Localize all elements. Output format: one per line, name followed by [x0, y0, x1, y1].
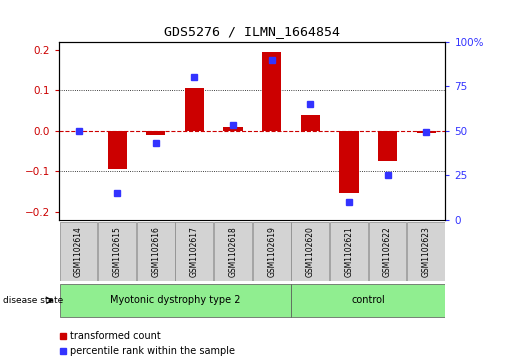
Text: GSM1102617: GSM1102617: [190, 226, 199, 277]
Text: disease state: disease state: [3, 296, 63, 305]
Text: control: control: [351, 295, 385, 305]
Text: GSM1102620: GSM1102620: [306, 226, 315, 277]
Text: percentile rank within the sample: percentile rank within the sample: [70, 346, 234, 356]
Bar: [301, 114, 320, 131]
FancyBboxPatch shape: [330, 222, 368, 281]
Text: transformed count: transformed count: [70, 331, 160, 341]
FancyBboxPatch shape: [214, 222, 252, 281]
FancyBboxPatch shape: [291, 284, 445, 317]
Text: GSM1102616: GSM1102616: [151, 226, 160, 277]
Bar: [146, 131, 165, 135]
FancyBboxPatch shape: [407, 222, 445, 281]
Bar: [262, 52, 281, 131]
Bar: [417, 131, 436, 133]
Text: GSM1102618: GSM1102618: [229, 226, 237, 277]
Bar: [339, 131, 358, 193]
FancyBboxPatch shape: [60, 222, 97, 281]
FancyBboxPatch shape: [176, 222, 213, 281]
Text: GSM1102621: GSM1102621: [345, 226, 353, 277]
FancyBboxPatch shape: [98, 222, 136, 281]
Bar: [108, 131, 127, 169]
Text: Myotonic dystrophy type 2: Myotonic dystrophy type 2: [110, 295, 241, 305]
Title: GDS5276 / ILMN_1664854: GDS5276 / ILMN_1664854: [164, 25, 340, 38]
FancyBboxPatch shape: [369, 222, 406, 281]
FancyBboxPatch shape: [137, 222, 175, 281]
Bar: [378, 131, 397, 161]
Bar: [224, 127, 243, 131]
Text: GSM1102623: GSM1102623: [422, 226, 431, 277]
Text: GSM1102615: GSM1102615: [113, 226, 122, 277]
Bar: [185, 88, 204, 131]
FancyBboxPatch shape: [253, 222, 290, 281]
FancyBboxPatch shape: [60, 284, 290, 317]
Text: GSM1102619: GSM1102619: [267, 226, 276, 277]
FancyBboxPatch shape: [291, 222, 329, 281]
Text: GSM1102614: GSM1102614: [74, 226, 83, 277]
Text: GSM1102622: GSM1102622: [383, 226, 392, 277]
